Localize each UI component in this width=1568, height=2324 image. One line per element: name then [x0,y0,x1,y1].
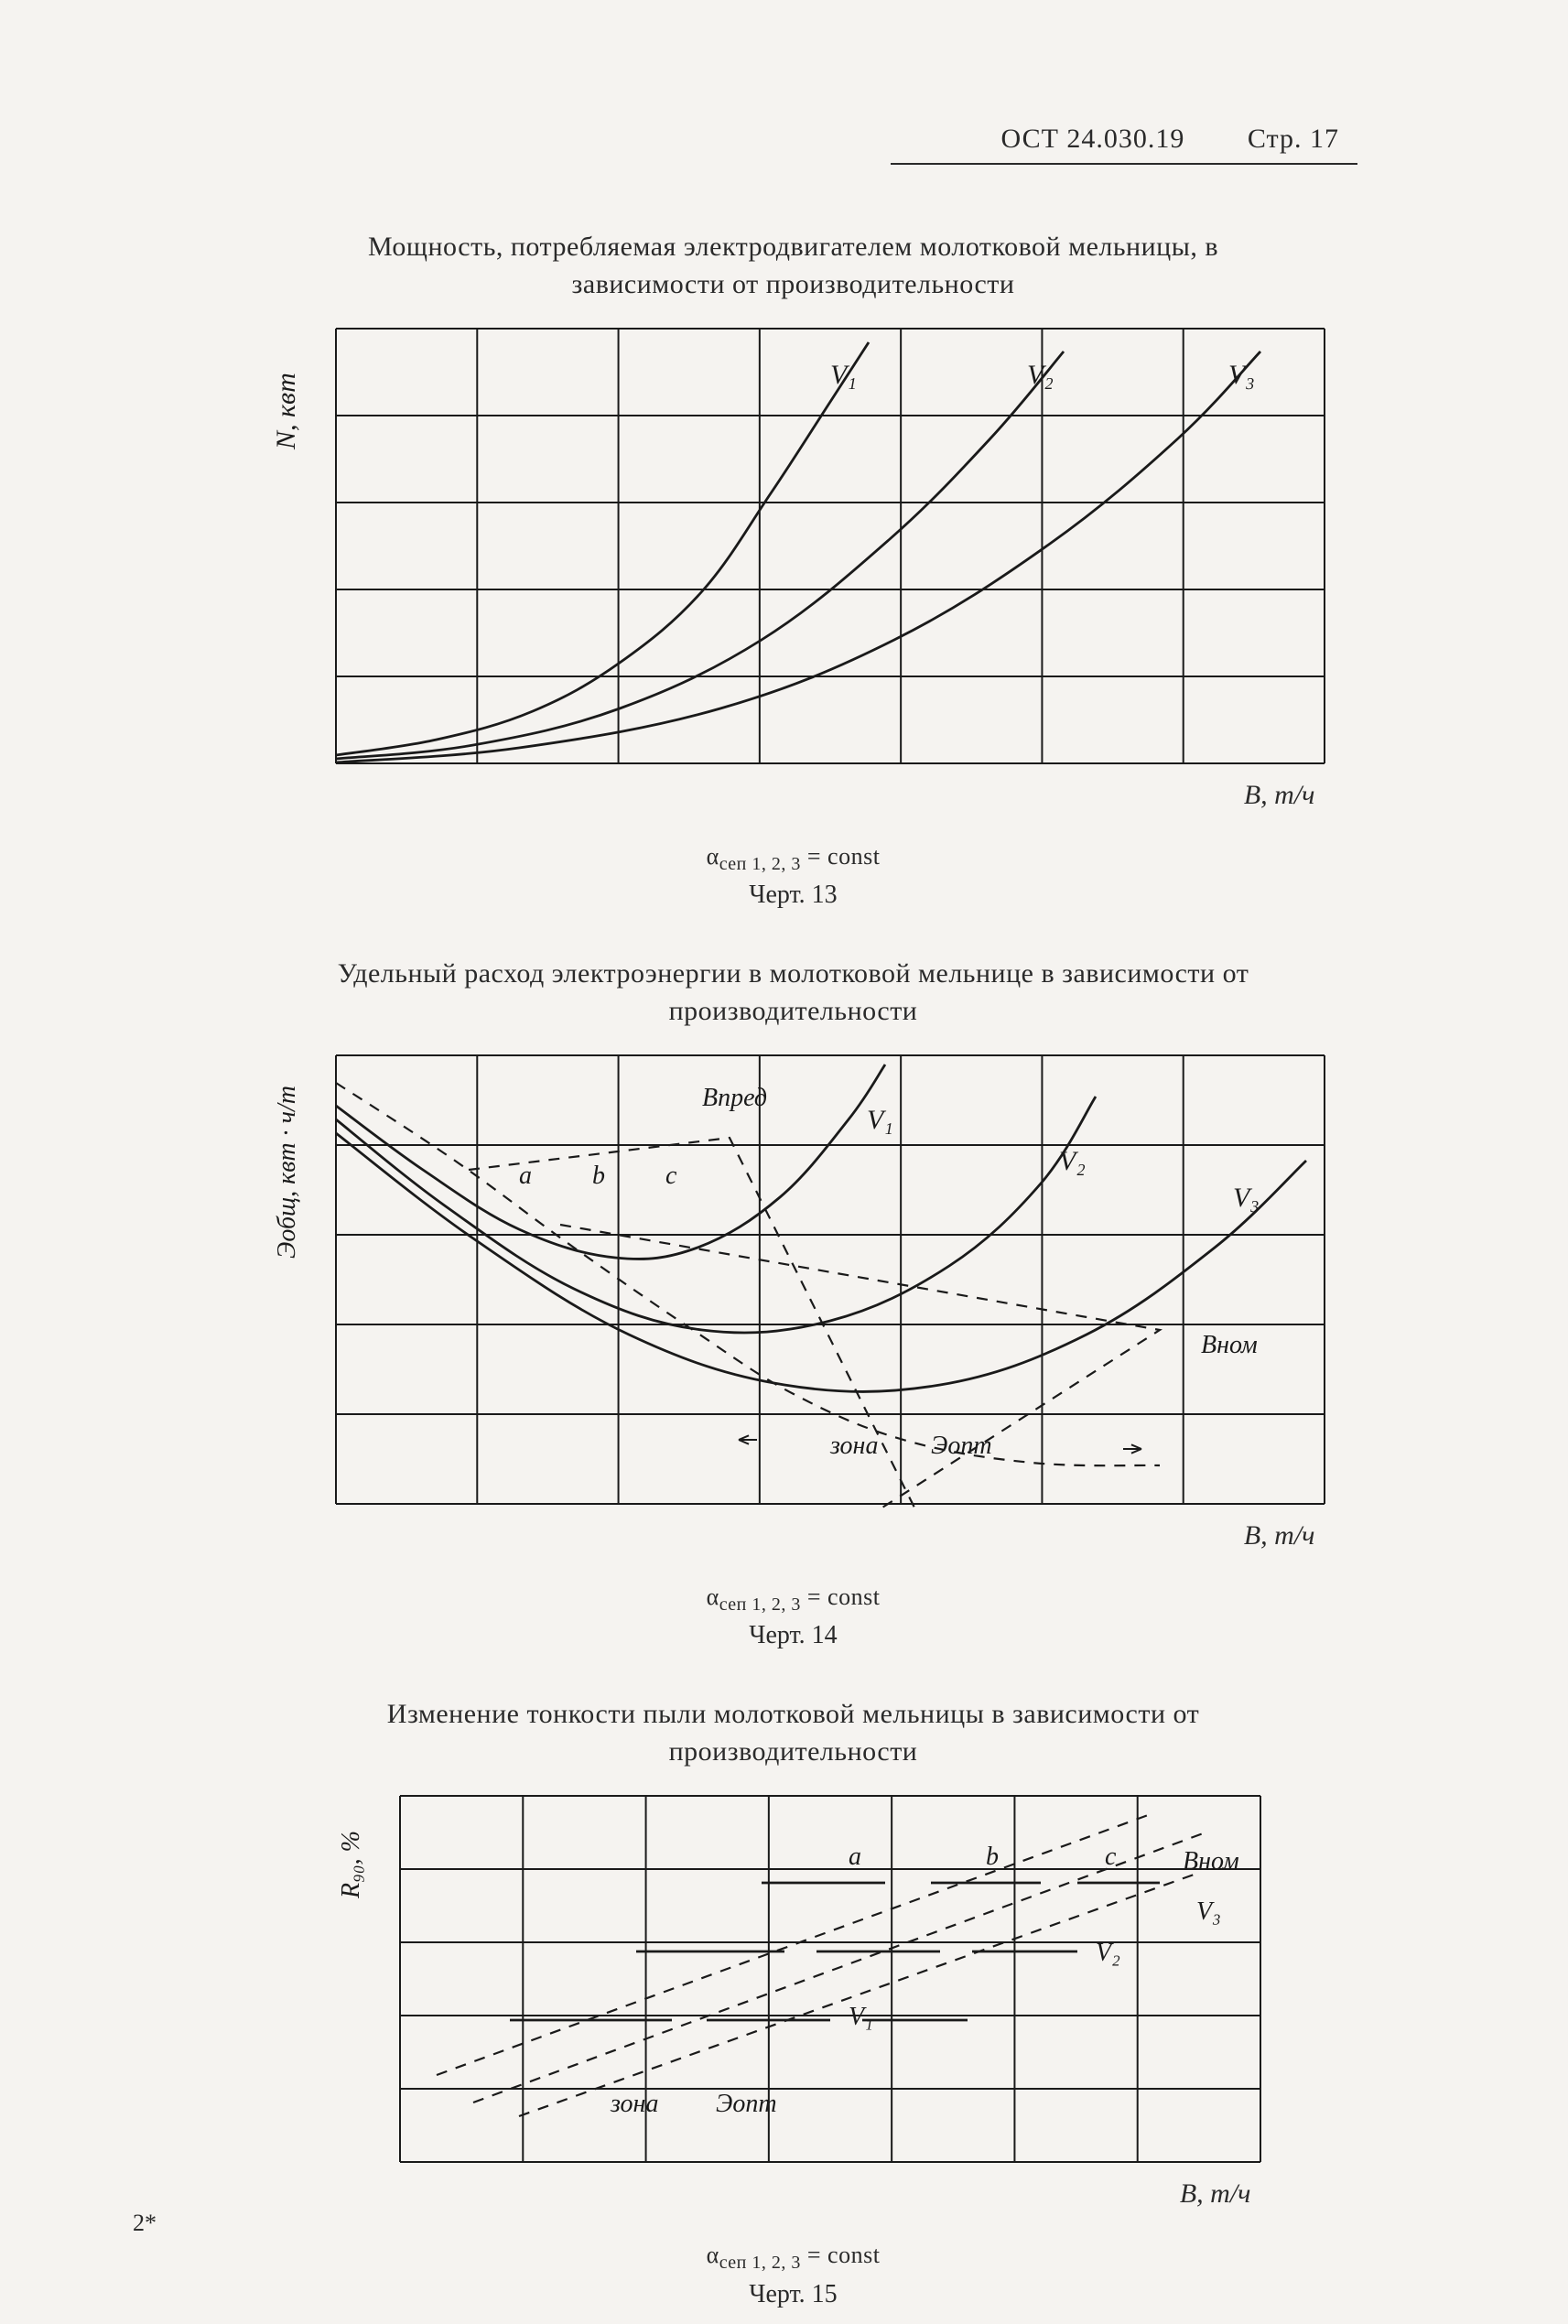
svg-text:R₉₀, %: R₉₀, % [337,1831,365,1899]
svg-text:зона: зона [610,2090,658,2118]
page-number: Стр. 17 [1248,124,1339,154]
figure-14-chart: Эобщ, квт · ч/т Bпред Bном V₁ V₂ V₃ a b c зона Эоп… [254,1048,1334,1551]
header-rule [891,163,1357,165]
figure-14-title: Удельный расход электроэнергии в молотко… [313,956,1274,1030]
ost-code: ОСТ 24.030.19 [1001,124,1185,154]
svg-text:Эопт: Эопт [931,1432,992,1460]
figure-14-formula: αсеп 1, 2, 3 = const [183,1584,1403,1616]
svg-text:a: a [849,1843,861,1871]
svg-text:Bпред: Bпред [702,1084,767,1112]
svg-text:b: b [592,1162,605,1190]
page: ОСТ 24.030.19 Стр. 17 Мощность, потребля… [0,0,1568,2324]
svg-text:Эобщ, квт · ч/т: Эобщ, квт · ч/т [273,1086,301,1259]
svg-text:V₁: V₁ [849,2003,873,2031]
figure-15-formula: αсеп 1, 2, 3 = const [183,2242,1403,2274]
svg-text:Эопт: Эопт [716,2090,777,2118]
chart-15-svg: R₉₀, % a b c V₁ Bном V₃ V₂ зона Эопт [318,1789,1270,2168]
svg-text:V₂: V₂ [1059,1146,1086,1176]
svg-text:V₃: V₃ [1228,360,1255,390]
svg-text:a: a [519,1162,532,1190]
svg-text:Bном: Bном [1183,1847,1239,1875]
svg-text:V₂: V₂ [1096,1939,1120,1967]
figure-14-xlabel: B, т/ч [254,1520,1334,1551]
svg-text:зона: зона [829,1432,878,1460]
figure-13-xlabel: B, т/ч [254,780,1334,811]
svg-text:Bном: Bном [1201,1331,1258,1359]
figure-15-xlabel: B, т/ч [318,2178,1270,2210]
svg-text:V₃: V₃ [1233,1183,1260,1213]
svg-text:V₁: V₁ [867,1105,893,1135]
figure-14-caption: Черт. 14 [183,1621,1403,1650]
figure-13-caption: Черт. 13 [183,881,1403,910]
svg-text:V₂: V₂ [1027,360,1054,390]
svg-text:N, квт: N, квт [271,373,301,450]
figure-13-title: Мощность, потребляемая электродвигателем… [313,229,1274,303]
chart-13-svg: N, квт V₁ V₂ V₃ [254,321,1334,770]
page-header: ОСТ 24.030.19 Стр. 17 [1001,124,1339,155]
figure-15-caption: Черт. 15 [183,2280,1403,2309]
figure-15-title: Изменение тонкости пыли молотковой мельн… [313,1696,1274,1770]
footnote: 2* [133,2210,157,2237]
svg-text:b: b [986,1843,999,1871]
svg-text:c: c [1105,1843,1117,1871]
svg-text:V₃: V₃ [1196,1897,1221,1926]
figure-15-chart: R₉₀, % a b c V₁ Bном V₃ V₂ зона Эопт B, т/ч [318,1789,1270,2210]
figure-13-formula: αсеп 1, 2, 3 = const [183,843,1403,875]
svg-text:c: c [665,1162,677,1190]
svg-text:V₁: V₁ [830,360,857,390]
figure-13-chart: N, квт V₁ V₂ V₃ B, т/ч [254,321,1334,811]
chart-14-svg: Эобщ, квт · ч/т Bпред Bном V₁ V₂ V₃ a b c зона Эоп… [254,1048,1334,1510]
